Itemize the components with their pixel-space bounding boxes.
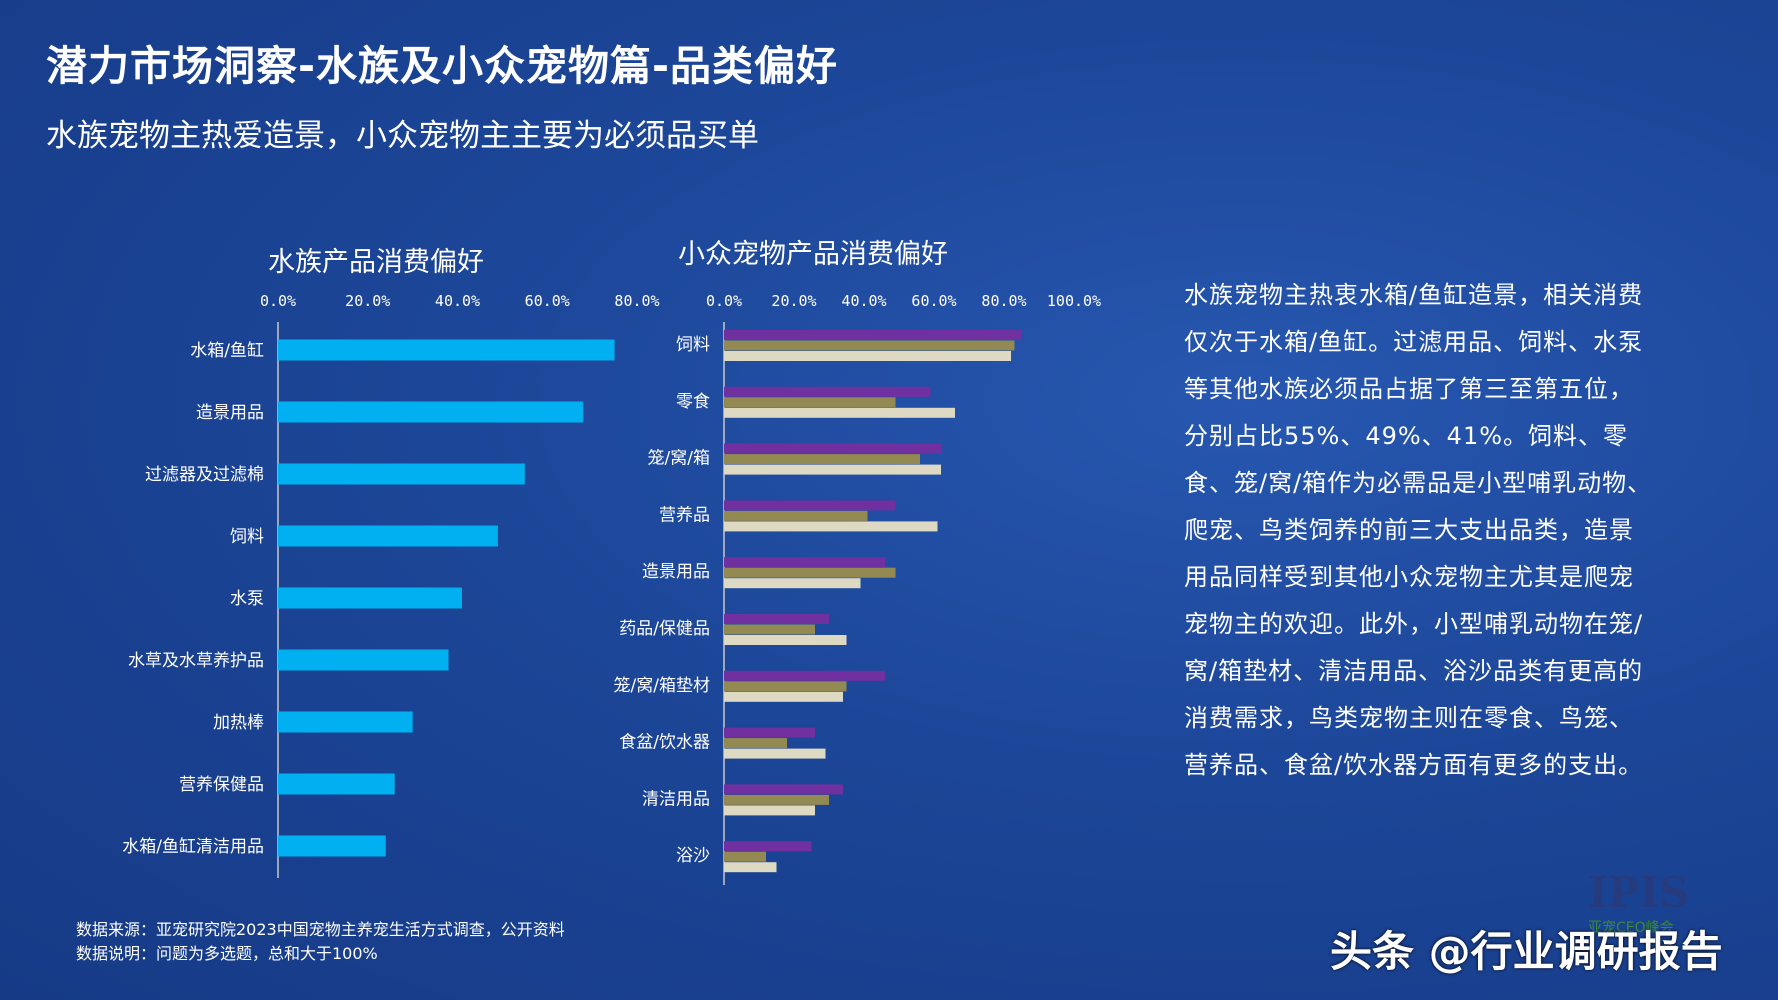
bar [724,794,829,805]
bar [278,649,449,671]
x-tick-label: 100.0% [1047,292,1101,310]
category-label: 零食 [676,392,710,412]
bar [278,463,525,485]
bar [724,862,777,873]
bar [278,835,386,857]
bar [724,443,941,454]
page-subtitle: 水族宠物主热爱造景，小众宠物主主要为必须品买单 [46,118,759,154]
x-tick-label: 40.0% [435,292,480,310]
bar [724,351,1011,361]
bar [724,464,941,475]
bar [724,624,815,635]
category-label: 造景用品 [196,403,264,423]
bar [278,525,498,547]
bar [724,614,829,624]
x-tick-label: 60.0% [911,292,956,310]
watermark: 头条 @行业调研报告 [1330,927,1723,976]
bar [724,521,938,532]
category-label: 水箱/鱼缸清洁用品 [122,836,264,857]
x-tick-label: 80.0% [614,292,659,310]
chart-title-aquatic: 水族产品消费偏好 [268,247,484,278]
data-source-note: 数据来源：亚宠研究院2023中国宠物主养宠生活方式调查，公开资料 数据说明：问题… [76,918,565,966]
bar [724,784,843,795]
bar [724,670,885,681]
category-label: 营养保健品 [179,775,264,795]
page-title: 潜力市场洞察-水族及小众宠物篇-品类偏好 [46,42,839,90]
x-tick-label: 20.0% [771,292,816,310]
bar [278,711,413,733]
bar [724,454,920,465]
chart-title-exotic: 小众宠物产品消费偏好 [678,239,948,270]
bar [724,510,868,521]
category-label: 水草及水草养护品 [128,651,264,671]
aquatic-bar-chart: 0.0% 20.0% 40.0% 60.0% 80.0% 水箱/鱼缸造景用品过滤器及过滤棉… [122,292,660,878]
bar [724,397,896,408]
bar [724,578,861,589]
category-label: 清洁用品 [642,789,710,809]
bar [724,635,847,645]
bar [724,330,1022,340]
bar [278,773,395,795]
bar [724,386,931,397]
bar [724,567,896,578]
category-label: 笼/窝/箱 [648,449,710,469]
category-label: 水箱/鱼缸 [190,340,264,361]
x-tick-label: 40.0% [841,292,886,310]
category-label: 造景用品 [642,562,710,582]
category-label: 加热棒 [213,713,264,733]
bar [278,339,615,361]
bar [724,681,847,692]
x-tick-label: 20.0% [345,292,390,310]
bar [724,340,1015,351]
ipis-logo: IPIS 亚宠CEO峰会 [1588,868,1718,980]
bar [724,557,885,568]
category-label: 浴沙 [676,846,710,866]
category-label: 药品/保健品 [619,619,710,639]
bar [724,727,815,738]
bar [724,841,812,852]
category-label: 饲料 [230,527,264,547]
category-label: 过滤器及过滤棉 [145,465,264,485]
category-label: 食盆/饮水器 [619,733,710,753]
bar [278,587,462,609]
category-label: 营养品 [659,505,710,525]
data-source: 数据来源：亚宠研究院2023中国宠物主养宠生活方式调查，公开资料 [76,920,565,939]
x-tick-label: 0.0% [706,292,742,310]
bar [278,401,584,423]
bar [724,691,843,702]
data-note: 数据说明：问题为多选题，总和大于100% [76,944,378,963]
bar [724,500,896,511]
bar [724,805,815,816]
exotic-bar-chart: 0.0% 20.0% 40.0% 60.0% 80.0% 100.0% 饲料零食笼/窝/箱营… [614,292,1101,885]
bar [724,748,826,759]
category-label: 饲料 [676,335,710,355]
x-tick-label: 80.0% [981,292,1026,310]
description-text: 水族宠物主热衷水箱/鱼缸造景，相关消费仅次于水箱/鱼缸。过滤用品、饲料、水泵等其… [1184,281,1653,779]
bar [724,738,787,749]
logo-subtext: 亚宠CEO峰会 [1588,920,1674,936]
bar [724,407,955,418]
bar [724,851,766,862]
category-label: 水泵 [230,589,264,609]
x-tick-label: 0.0% [260,292,296,310]
category-label: 笼/窝/箱垫材 [614,676,710,696]
x-tick-label: 60.0% [525,292,570,310]
logo-text: IPIS [1588,868,1690,917]
